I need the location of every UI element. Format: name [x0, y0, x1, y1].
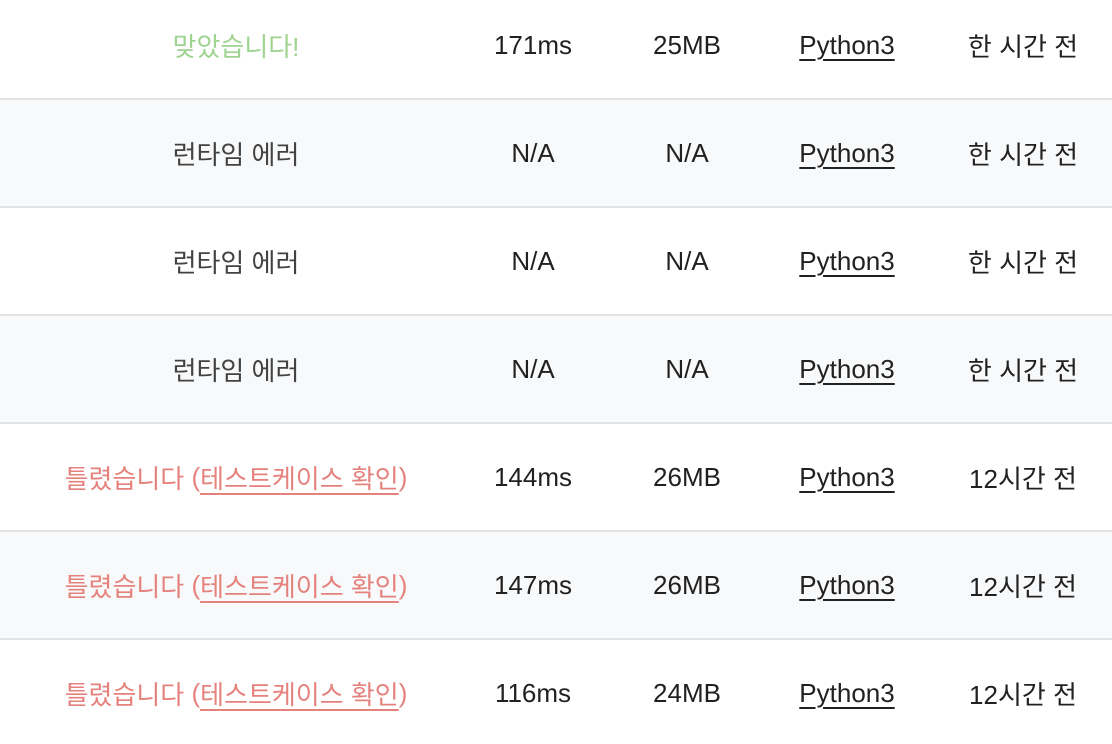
language-link[interactable]: Python3 — [799, 137, 895, 168]
memory-cell: 26MB — [653, 461, 721, 492]
submitted-cell: 12시간 전 — [969, 571, 1077, 602]
result-text: 런타임 에러 — [172, 355, 300, 386]
table-row: 런타임 에러 N/A N/A Python3 한 시간 전 — [0, 100, 1112, 208]
time-cell: 171ms — [493, 29, 573, 60]
memory-cell: N/A — [665, 353, 709, 384]
result-cell: 틀렸습니다 (테스트케이스 확인) — [0, 567, 472, 604]
memory-cell: 25MB — [653, 29, 721, 60]
language-cell: Python3 — [780, 678, 914, 709]
result-text: 틀렸습니다 — [64, 679, 185, 710]
time-cell: N/A — [511, 137, 555, 168]
language-cell: Python3 — [780, 30, 914, 61]
result-cell: 틀렸습니다 (테스트케이스 확인) — [0, 675, 472, 712]
table-row: 틀렸습니다 (테스트케이스 확인) 147ms 26MB Python3 12시… — [0, 532, 1112, 640]
language-cell: Python3 — [780, 570, 914, 601]
language-cell: Python3 — [780, 246, 914, 277]
language-link[interactable]: Python3 — [799, 29, 895, 60]
result-cell: 런타임 에러 — [0, 243, 472, 280]
memory-cell: N/A — [665, 245, 709, 276]
result-text: 런타임 에러 — [172, 139, 300, 170]
language-link[interactable]: Python3 — [799, 353, 895, 384]
table-row: 틀렸습니다 (테스트케이스 확인) 116ms 24MB Python3 12시… — [0, 640, 1112, 744]
result-cell: 런타임 에러 — [0, 351, 472, 388]
language-cell: Python3 — [780, 354, 914, 385]
submitted-cell: 한 시간 전 — [967, 31, 1079, 62]
testcase-check-link[interactable]: 테스트케이스 확인 — [200, 679, 399, 710]
result-cell: 틀렸습니다 (테스트케이스 확인) — [0, 459, 472, 496]
language-link[interactable]: Python3 — [799, 677, 895, 708]
result-text: 맞았습니다! — [172, 31, 300, 62]
language-cell: Python3 — [780, 462, 914, 493]
memory-cell: N/A — [665, 137, 709, 168]
time-cell: N/A — [511, 353, 555, 384]
testcase-check-link[interactable]: 테스트케이스 확인 — [200, 463, 399, 494]
table-row: 맞았습니다! 171ms 25MB Python3 한 시간 전 — [0, 0, 1112, 100]
time-cell: N/A — [511, 245, 555, 276]
language-link[interactable]: Python3 — [799, 569, 895, 600]
time-cell: 147ms — [493, 569, 573, 600]
language-cell: Python3 — [780, 138, 914, 169]
result-text: 틀렸습니다 — [64, 463, 185, 494]
memory-cell: 26MB — [653, 569, 721, 600]
submitted-cell: 한 시간 전 — [967, 355, 1079, 386]
language-link[interactable]: Python3 — [799, 461, 895, 492]
submitted-cell: 12시간 전 — [969, 463, 1077, 494]
time-cell: 144ms — [493, 461, 573, 492]
submitted-cell: 12시간 전 — [969, 679, 1077, 710]
table-row: 틀렸습니다 (테스트케이스 확인) 144ms 26MB Python3 12시… — [0, 424, 1112, 532]
table-row: 런타임 에러 N/A N/A Python3 한 시간 전 — [0, 208, 1112, 316]
result-text: 런타임 에러 — [172, 247, 300, 278]
result-text: 틀렸습니다 — [64, 571, 185, 602]
memory-cell: 24MB — [653, 677, 721, 708]
submitted-cell: 한 시간 전 — [967, 139, 1079, 170]
time-cell: 116ms — [494, 677, 572, 708]
table-row: 런타임 에러 N/A N/A Python3 한 시간 전 — [0, 316, 1112, 424]
testcase-check-link[interactable]: 테스트케이스 확인 — [200, 571, 399, 602]
submitted-cell: 한 시간 전 — [967, 247, 1079, 278]
result-cell: 런타임 에러 — [0, 135, 472, 172]
language-link[interactable]: Python3 — [799, 245, 895, 276]
result-cell: 맞았습니다! — [0, 27, 472, 64]
